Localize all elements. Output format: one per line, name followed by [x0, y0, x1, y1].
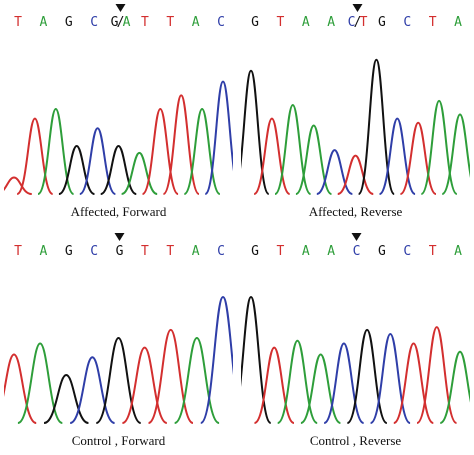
position-marker-icon	[114, 233, 125, 241]
caption-control-reverse: Control , Reverse	[309, 433, 402, 448]
caption-affected-reverse: Affected, Reverse	[308, 204, 403, 219]
trace-peak	[16, 117, 54, 195]
caption-control-forward: Control , Forward	[71, 433, 166, 448]
chromatogram-affected-forward: T A G C G/A T T A C	[4, 4, 233, 195]
base-letter: T	[141, 15, 149, 30]
base-letter: T	[14, 15, 22, 30]
trace-peak	[58, 145, 95, 195]
trace-peak	[441, 113, 470, 195]
trace-peak	[95, 337, 142, 424]
base-letter: T	[141, 244, 149, 259]
base-letter: C	[217, 244, 225, 259]
base-letter: A	[302, 244, 310, 259]
base-letter: G	[65, 244, 73, 259]
base-letter: G	[65, 15, 73, 30]
trace-peak	[399, 121, 437, 195]
panel-affected-forward: T A G C G / A T T A C Affected, Forward	[4, 2, 233, 223]
position-marker-icon	[115, 4, 126, 12]
base-letter: G	[251, 15, 259, 30]
base-letter: C	[348, 15, 356, 30]
base-letter: T	[429, 15, 437, 30]
base-letter: A	[192, 244, 200, 259]
panel-control-reverse: G T A A C G C T A Control , Reverse	[241, 231, 470, 452]
trace-peak	[274, 103, 312, 195]
base-letter: A	[39, 15, 47, 30]
trace-peak	[174, 337, 220, 424]
trace-peak	[141, 108, 180, 195]
trace-peak	[148, 328, 194, 424]
base-letter: G	[116, 244, 124, 259]
trace-peak	[416, 326, 458, 424]
base-letter: C	[403, 15, 411, 30]
position-marker-icon	[352, 4, 363, 12]
base-letter: C	[403, 244, 411, 259]
trace-peak	[4, 353, 37, 424]
base-letter: A	[192, 15, 200, 30]
het-slash: /	[354, 15, 362, 30]
base-letter: G	[111, 15, 119, 30]
trace-peak	[43, 374, 89, 424]
trace-peak	[4, 176, 32, 195]
base-letter: G	[251, 244, 259, 259]
trace-peak	[121, 151, 158, 195]
base-letter: A	[302, 15, 310, 30]
trace-peak	[393, 342, 434, 424]
base-letter: C	[90, 244, 98, 259]
base-letter: T	[276, 15, 284, 30]
base-letter: A	[39, 244, 47, 259]
caption-affected-forward: Affected, Forward	[70, 204, 167, 219]
panel-affected-reverse: G T A A C / T G C T A Affected, Reverse	[241, 2, 470, 223]
base-letter: T	[14, 244, 22, 259]
trace-peak	[162, 94, 200, 195]
trace-peak	[316, 149, 353, 195]
base-letter: T	[360, 15, 368, 30]
base-letter: C	[217, 15, 225, 30]
base-letter: G	[378, 15, 386, 30]
trace-peak	[420, 99, 458, 195]
trace-peak	[439, 350, 470, 424]
base-letter: A	[327, 244, 335, 259]
trace-peak	[253, 117, 291, 195]
base-letter: T	[429, 244, 437, 259]
trace-peak	[253, 346, 295, 424]
chromatogram-affected-reverse: G T A A C/T G C T A	[241, 4, 470, 195]
het-slash: /	[117, 15, 125, 30]
base-letter: C	[90, 15, 98, 30]
trace-peak	[323, 342, 365, 424]
base-letter: A	[454, 15, 462, 30]
trace-peak	[337, 154, 374, 195]
panel-control-forward: T A G C G T T A C Control , Forward	[4, 231, 233, 452]
base-letter: A	[123, 15, 131, 30]
trace-peak	[357, 58, 396, 195]
trace-peak	[183, 108, 221, 195]
trace-peak	[204, 80, 233, 195]
trace-peak	[79, 127, 116, 195]
trace-peak	[241, 295, 272, 424]
base-letter: T	[166, 15, 174, 30]
trace-peak	[276, 339, 319, 424]
base-letter: G	[378, 244, 386, 259]
trace-peak	[121, 346, 168, 424]
trace-peak	[241, 69, 270, 195]
trace-peak	[346, 328, 388, 424]
trace-peak	[199, 295, 233, 424]
trace-peak	[17, 342, 63, 424]
trace-peak	[37, 108, 75, 195]
trace-peak	[69, 356, 116, 424]
position-marker-icon	[351, 233, 362, 241]
base-letter: C	[353, 244, 361, 259]
base-letter: A	[454, 244, 462, 259]
base-letter: A	[327, 15, 335, 30]
base-letter: T	[276, 244, 284, 259]
trace-peak	[300, 353, 341, 424]
base-letter: T	[166, 244, 174, 259]
